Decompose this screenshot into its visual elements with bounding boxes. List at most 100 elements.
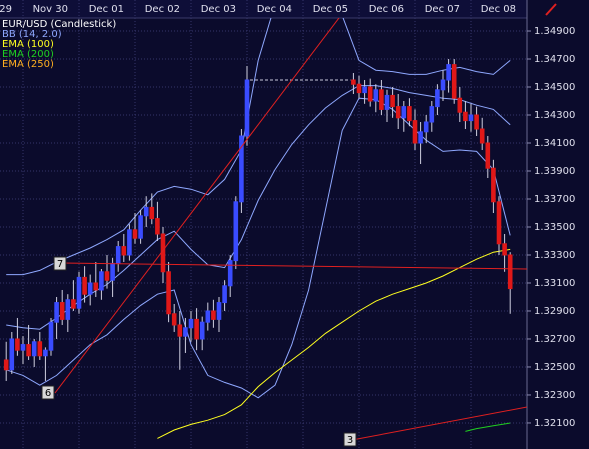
candle-body (37, 341, 43, 357)
trendline (351, 406, 527, 441)
y-tick-label: 1.33100 (534, 278, 575, 289)
indicator-line (157, 248, 511, 439)
y-tick-label: 1.34900 (534, 26, 575, 37)
candle-body (205, 310, 211, 323)
candle-body (149, 206, 155, 220)
annotation-labels: 7 6 3 (41, 256, 357, 447)
x-tick-label: Dec 08 (481, 4, 516, 15)
candle-body (211, 310, 216, 320)
candle-body (496, 201, 502, 245)
draw-tool-icon[interactable] (545, 3, 557, 16)
candle-body (132, 229, 138, 239)
candle-body (362, 86, 367, 94)
candle-body (440, 79, 446, 91)
candle-body (395, 106, 401, 119)
candle-body (76, 276, 82, 309)
candle-body (188, 318, 194, 329)
candle-body (351, 79, 356, 85)
legend: EUR/USD (Candlestick)BB (14, 2.0)EMA (10… (2, 19, 116, 70)
x-tick-label: Dec 03 (201, 4, 236, 15)
candle-body (3, 359, 9, 371)
candle-body (384, 94, 390, 110)
grid (0, 0, 531, 449)
candle-body (474, 114, 479, 130)
x-tick-label: Dec 05 (313, 4, 348, 15)
candle-body (446, 64, 451, 81)
x-tick-label: Dec 06 (369, 4, 404, 15)
candle-body (423, 121, 429, 133)
candle-body (15, 338, 20, 351)
date-header (0, 0, 527, 18)
annotation-label: 3 (347, 435, 353, 446)
candle-body (429, 106, 435, 123)
legend-entry: BB (14, 2.0) (2, 29, 62, 40)
y-tick-label: 1.33900 (534, 166, 575, 177)
candle-body (160, 233, 166, 273)
candle-body (216, 302, 222, 320)
candle-body (65, 299, 71, 320)
candle-body (155, 218, 160, 235)
indicator-line (6, 18, 511, 276)
candle-body (390, 94, 395, 108)
candle-body (26, 344, 31, 357)
candle-body (9, 338, 15, 371)
candle-body (407, 106, 412, 122)
candle-body (412, 120, 418, 144)
candle-body (373, 89, 379, 102)
candle-body (99, 271, 104, 291)
y-tick-label: 1.34700 (534, 54, 575, 65)
candle-body (121, 246, 127, 256)
x-tick-label: 29 (0, 4, 12, 15)
legend-entry: EUR/USD (Candlestick) (2, 19, 116, 30)
x-tick-label: Dec 04 (257, 4, 292, 15)
candle-body (468, 114, 474, 122)
candle-body (138, 215, 143, 239)
candle-body (491, 167, 496, 203)
candle-body (367, 86, 373, 102)
y-tick-label: 1.32700 (534, 334, 575, 345)
candle-body (110, 262, 115, 281)
candle-body (115, 246, 121, 264)
legend-entry: EMA (200) (2, 49, 54, 60)
annotation-box (41, 385, 55, 400)
x-tick-label: Dec 07 (425, 4, 460, 15)
candle-body (20, 344, 26, 351)
annotation-label: 6 (45, 388, 51, 399)
candle-body (457, 97, 463, 113)
y-tick-label: 1.33500 (534, 222, 575, 233)
x-tick-label: Dec 01 (89, 4, 124, 15)
y-tick-label: 1.32500 (534, 362, 575, 373)
y-tick-label: 1.33300 (534, 250, 575, 261)
y-tick-label: 1.34100 (534, 138, 575, 149)
x-tick-label: Nov 30 (33, 4, 68, 15)
candle-body (479, 128, 485, 144)
candle-body (171, 313, 177, 326)
candle-body (127, 229, 132, 256)
plot-area (3, 18, 513, 439)
annotation-box (53, 256, 67, 271)
x-tick-label: Dec 02 (145, 4, 180, 15)
candle-body (227, 260, 233, 287)
trendlines (54, 18, 527, 441)
annotation-label: 7 (57, 259, 63, 270)
candle-body (239, 135, 244, 203)
legend-entry: EMA (100) (2, 39, 54, 50)
y-tick-label: 1.34300 (534, 110, 575, 121)
candle-body (485, 142, 491, 169)
candle-body (233, 201, 239, 262)
candle-body (418, 131, 423, 144)
legend-entry: EMA (250) (2, 59, 54, 70)
annotation-box (343, 432, 357, 447)
y-tick-label: 1.32300 (534, 390, 575, 401)
trendline (54, 18, 340, 394)
candle-body (43, 349, 48, 357)
candle-body (48, 321, 54, 351)
candle-body (93, 282, 99, 291)
candle-body (87, 282, 93, 295)
candle-body (244, 79, 250, 137)
y-tick-label: 1.32100 (534, 418, 575, 429)
y-tick-label: 1.34500 (534, 82, 575, 93)
candle-body (451, 64, 457, 99)
indicator-line (465, 422, 511, 432)
